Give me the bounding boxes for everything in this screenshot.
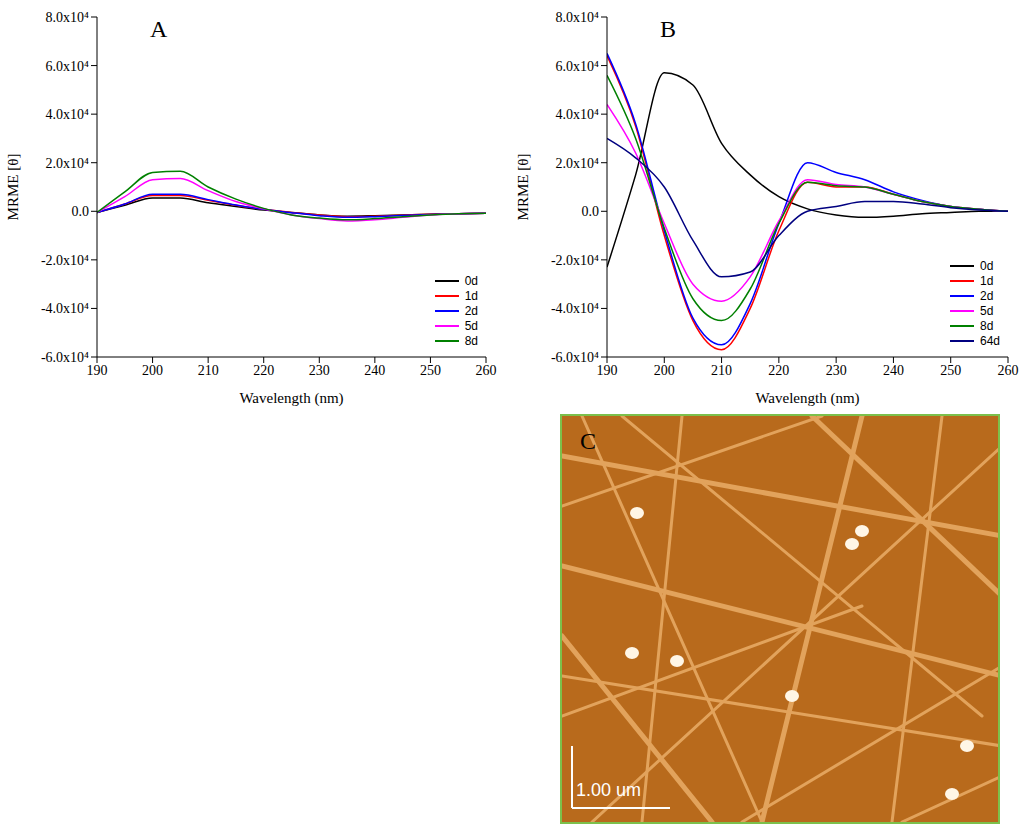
svg-text:2.0x10⁴: 2.0x10⁴ — [556, 156, 600, 171]
svg-text:Wavelength (nm): Wavelength (nm) — [755, 390, 859, 407]
html-text:A: A — [150, 16, 168, 42]
svg-text:230: 230 — [309, 363, 330, 378]
svg-text:8.0x10⁴: 8.0x10⁴ — [556, 10, 600, 25]
svg-text:190: 190 — [87, 363, 108, 378]
html-text:5d: 5d — [980, 303, 994, 318]
svg-text:210: 210 — [711, 363, 732, 378]
svg-text:6.0x10⁴: 6.0x10⁴ — [556, 59, 600, 74]
html-text:0d: 0d — [464, 273, 478, 288]
html-text:5d: 5d — [464, 318, 478, 333]
svg-text:240: 240 — [883, 363, 904, 378]
svg-text:6.0x10⁴: 6.0x10⁴ — [46, 59, 90, 74]
svg-text:240: 240 — [364, 363, 385, 378]
svg-text:190: 190 — [597, 363, 618, 378]
svg-text:0.0: 0.0 — [582, 204, 600, 219]
svg-text:200: 200 — [142, 363, 163, 378]
html-text:0d: 0d — [980, 258, 994, 273]
html-text:2d: 2d — [464, 303, 478, 318]
html-text:C: C — [580, 428, 596, 454]
svg-text:0.0: 0.0 — [72, 204, 90, 219]
svg-text:-2.0x10⁴: -2.0x10⁴ — [41, 253, 89, 268]
svg-text:250: 250 — [420, 363, 441, 378]
svg-text:MRME [θ]: MRME [θ] — [5, 154, 21, 221]
html-text:64d: 64d — [980, 333, 1000, 348]
svg-text:4.0x10⁴: 4.0x10⁴ — [46, 107, 90, 122]
svg-text:220: 220 — [768, 363, 789, 378]
html-text:1d: 1d — [980, 273, 994, 288]
svg-text:4.0x10⁴: 4.0x10⁴ — [556, 107, 600, 122]
html-text:1.00 um: 1.00 um — [576, 780, 641, 800]
svg-text:8.0x10⁴: 8.0x10⁴ — [46, 10, 90, 25]
svg-text:250: 250 — [940, 363, 961, 378]
svg-text:260: 260 — [476, 363, 497, 378]
svg-text:220: 220 — [253, 363, 274, 378]
html-text:8d: 8d — [980, 318, 994, 333]
svg-text:-6.0x10⁴: -6.0x10⁴ — [551, 350, 599, 365]
html-text:8d: 8d — [464, 333, 478, 348]
svg-text:MRME [θ]: MRME [θ] — [515, 154, 531, 221]
svg-text:210: 210 — [198, 363, 219, 378]
html-text:2d: 2d — [980, 288, 994, 303]
svg-text:200: 200 — [654, 363, 675, 378]
svg-text:-2.0x10⁴: -2.0x10⁴ — [551, 253, 599, 268]
svg-text:Wavelength (nm): Wavelength (nm) — [239, 390, 343, 407]
svg-text:2.0x10⁴: 2.0x10⁴ — [46, 156, 90, 171]
html-text:B: B — [660, 16, 676, 42]
html-text:1d: 1d — [464, 288, 478, 303]
svg-text:-6.0x10⁴: -6.0x10⁴ — [41, 350, 89, 365]
svg-text:-4.0x10⁴: -4.0x10⁴ — [41, 301, 89, 316]
svg-text:260: 260 — [998, 363, 1019, 378]
svg-text:-4.0x10⁴: -4.0x10⁴ — [551, 301, 599, 316]
svg-text:230: 230 — [826, 363, 847, 378]
